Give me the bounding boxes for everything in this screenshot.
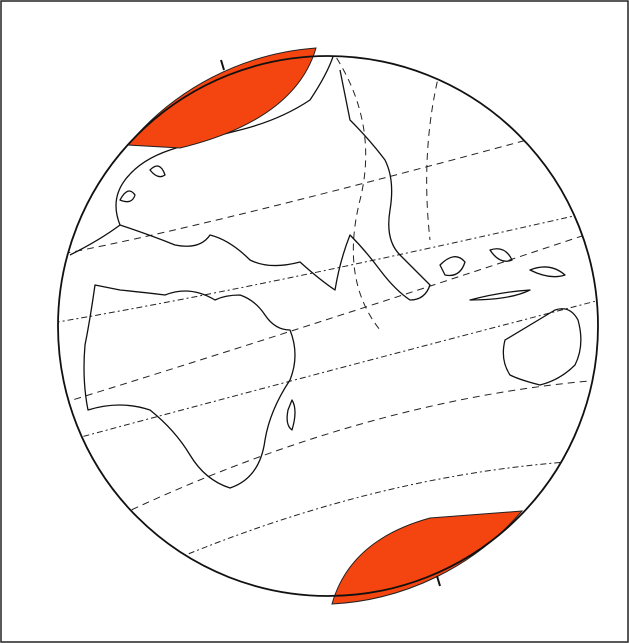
grid-curve: [58, 119, 598, 259]
pole-tick: [220, 59, 225, 71]
grid-curve: [426, 69, 441, 241]
globe-content: [58, 56, 598, 571]
polar-cap-south: [331, 510, 524, 605]
polar-cap-north: [126, 47, 317, 149]
pole-tick: [436, 575, 441, 587]
globe-outline: [57, 55, 599, 597]
grid-curve: [149, 459, 598, 571]
coastline-madagascar: [286, 399, 296, 431]
coastline-australia: [502, 308, 582, 386]
grid-curve: [329, 56, 381, 331]
coastline-islands: [119, 165, 166, 203]
grid-curve: [58, 229, 598, 411]
grid-curve: [69, 299, 598, 441]
grid-curve: [109, 379, 598, 521]
coastline-eurasia: [69, 56, 431, 301]
coastline-archipelago: [439, 248, 566, 301]
coastline-africa: [83, 284, 296, 489]
